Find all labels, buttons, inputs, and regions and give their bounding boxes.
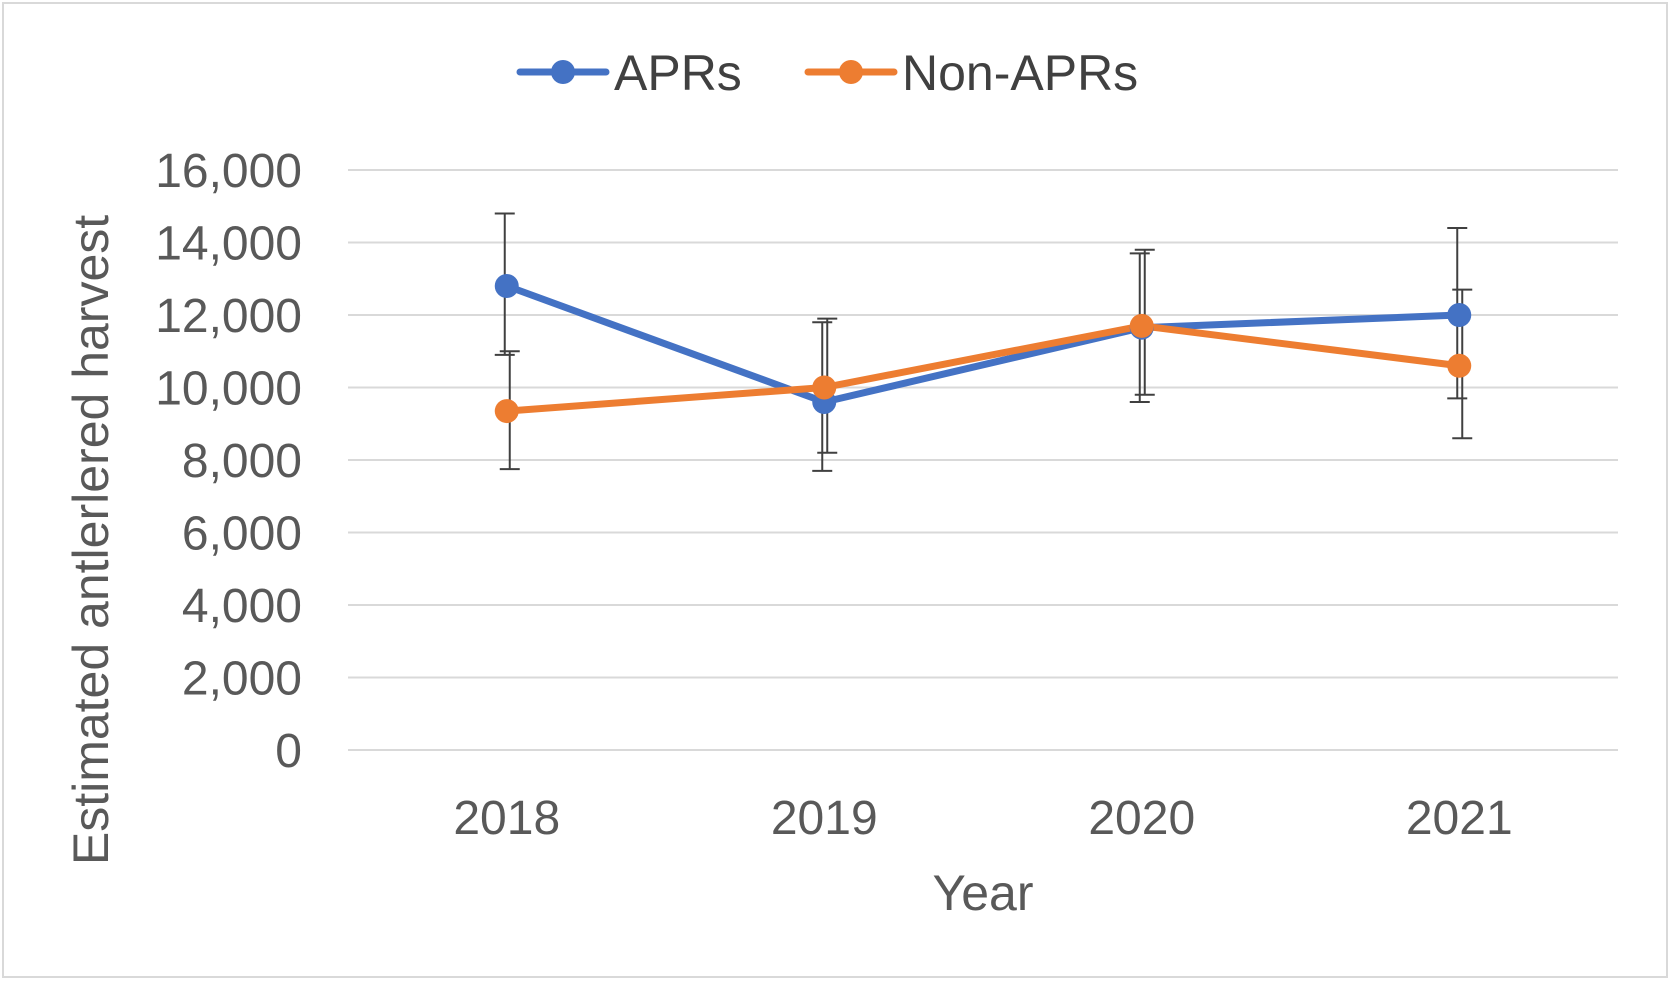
gridlines (348, 169, 1618, 751)
data-point-non-aprs (812, 375, 837, 400)
y-tick-label: 16,000 (155, 145, 302, 198)
data-point-non-aprs (1129, 313, 1154, 338)
data-point-non-aprs (494, 399, 519, 424)
data-point-non-aprs (1447, 353, 1472, 378)
y-tick-label: 8,000 (182, 435, 302, 488)
legend-marker (839, 60, 863, 84)
y-tick-label: 10,000 (155, 363, 302, 416)
y-tick-label: 0 (275, 725, 302, 778)
y-tick-label: 2,000 (182, 653, 302, 706)
data-point-aprs (494, 274, 519, 298)
y-tick-label: 4,000 (182, 580, 302, 633)
legend-label: APRs (614, 45, 742, 101)
legend-item: APRs (516, 45, 742, 101)
legend-label: Non-APRs (902, 45, 1138, 101)
y-axis-title: Estimated antlerlered harvest (63, 215, 119, 865)
x-tick-label: 2020 (1088, 792, 1195, 845)
series-lines (503, 282, 1463, 415)
x-tick-label: 2018 (453, 792, 560, 845)
series-points (494, 274, 1472, 424)
legend: APRs Non-APRs (516, 45, 1138, 101)
y-tick-label: 14,000 (155, 218, 302, 271)
y-tick-label: 12,000 (155, 290, 302, 343)
series-line-non-aprs (503, 322, 1463, 415)
legend-marker (551, 60, 575, 84)
error-bars (494, 212, 1473, 472)
x-axis-title: Year (932, 865, 1033, 921)
y-tick-label: 6,000 (182, 508, 302, 561)
data-point-aprs (1447, 303, 1472, 327)
x-tick-label: 2019 (771, 792, 878, 845)
series-line-aprs (503, 282, 1463, 406)
legend-item: Non-APRs (804, 45, 1138, 101)
x-axis-ticks: 2018 2019 2020 2021 (453, 792, 1512, 845)
y-axis-ticks: 0 2,000 4,000 6,000 8,000 10,000 12,000 14,000 1… (155, 145, 302, 778)
x-tick-label: 2021 (1406, 792, 1513, 845)
